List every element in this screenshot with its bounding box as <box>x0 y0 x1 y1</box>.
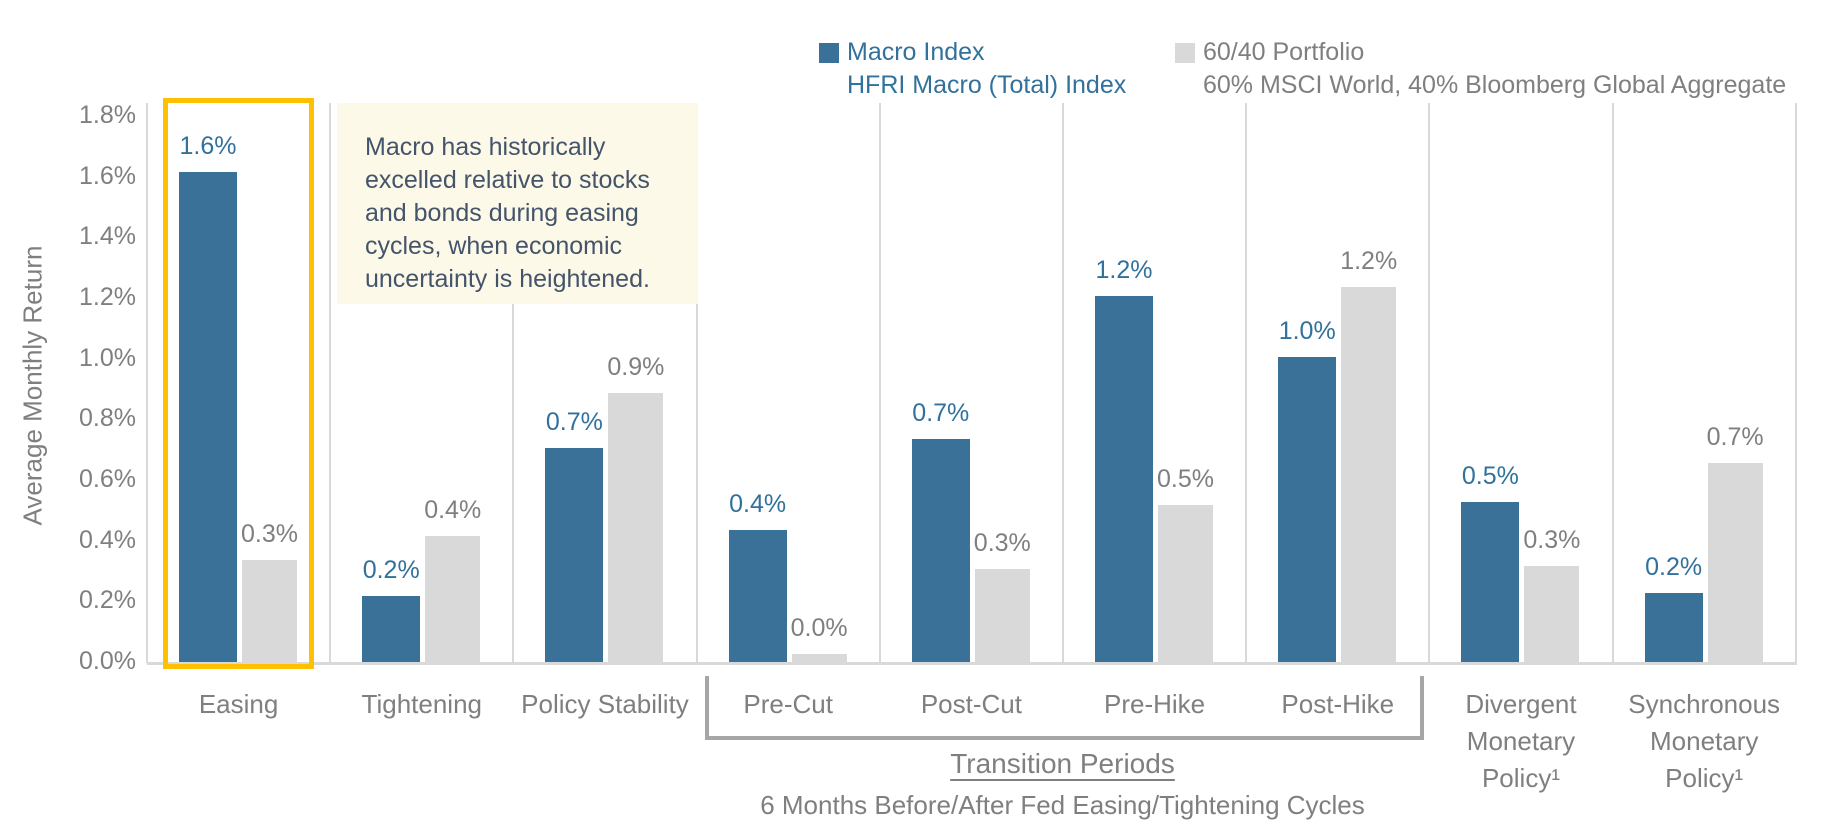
legend-label-60-40-portfolio: 60/40 Portfolio <box>1203 38 1365 66</box>
category-separator-line <box>512 103 515 663</box>
bar-60-40-portfolio-pre-hike <box>1158 505 1213 663</box>
macro-index-swatch-icon <box>819 42 839 63</box>
easing-highlight-box <box>163 98 314 669</box>
bar-macro-index-tightening <box>362 596 421 663</box>
y-tick-label: 0.6% <box>79 465 136 494</box>
x-axis-label-pre-hike: Pre-Hike <box>1104 689 1206 719</box>
bar-value-label-macro-index-divergent-monetary-policy: 0.5% <box>1461 462 1519 490</box>
portfolio-swatch-icon <box>1175 42 1195 63</box>
x-axis-label-synchronous-monetary-policy: Synchronous Monetary Policy¹ <box>1628 689 1781 793</box>
bar-60-40-portfolio-tightening <box>425 536 481 663</box>
bar-value-label-60-40-portfolio-easing: 0.3% <box>241 520 298 548</box>
bar-60-40-portfolio-divergent-monetary-policy <box>1524 566 1580 663</box>
category-separator-line <box>695 103 698 663</box>
bar-value-label-macro-index-post-cut: 0.7% <box>912 399 970 427</box>
y-tick-label: 0.0% <box>79 647 136 675</box>
bar-macro-index-easing <box>179 172 237 663</box>
bar-value-label-macro-index-pre-cut: 0.4% <box>729 490 787 518</box>
bar-macro-index-post-cut <box>911 439 970 663</box>
category-separator-line <box>1794 103 1797 663</box>
bar-value-label-60-40-portfolio-post-cut: 0.3% <box>973 529 1031 557</box>
bar-value-label-60-40-portfolio-divergent-monetary-policy: 0.3% <box>1523 526 1581 554</box>
x-axis-label-pre-cut: Pre-Cut <box>743 689 833 719</box>
annotation-callout: Macro has historically excelled relative… <box>337 103 698 304</box>
y-tick-label: 0.4% <box>79 525 136 554</box>
bar-value-label-macro-index-synchronous-monetary-policy: 0.2% <box>1645 553 1703 581</box>
y-tick-label: 1.2% <box>79 283 136 312</box>
category-separator-line <box>146 103 148 663</box>
bar-value-label-macro-index-tightening: 0.2% <box>362 556 420 584</box>
transition-periods-sublabel: 6 Months Before/After Fed Easing/Tighten… <box>760 790 1365 820</box>
x-axis-label-divergent-monetary-policy: Divergent Monetary Policy¹ <box>1465 689 1577 793</box>
bar-value-label-60-40-portfolio-pre-hike: 0.5% <box>1157 465 1214 493</box>
bar-value-label-macro-index-easing: 1.6% <box>179 132 237 160</box>
bar-macro-index-pre-cut <box>728 530 787 663</box>
bar-value-label-macro-index-post-hike: 1.0% <box>1278 317 1336 345</box>
transition-periods-label: Transition Periods <box>950 748 1175 779</box>
bar-value-label-60-40-portfolio-pre-cut: 0.0% <box>790 614 848 642</box>
legend-label-macro-index: Macro Index <box>847 38 985 66</box>
y-tick-label: 1.4% <box>79 222 136 251</box>
bar-macro-index-synchronous-monetary-policy <box>1644 593 1703 663</box>
y-tick-label: 0.2% <box>79 586 136 615</box>
category-separator-line <box>878 103 881 663</box>
bar-macro-index-divergent-monetary-policy <box>1461 502 1520 663</box>
x-axis-label-tightening: Tightening <box>361 689 482 719</box>
category-separator-line <box>1611 103 1614 663</box>
x-axis-line <box>147 662 1797 665</box>
legend-item-macro-index: Macro Index HFRI Macro (Total) Index <box>819 36 1126 102</box>
bar-60-40-portfolio-synchronous-monetary-policy <box>1707 463 1763 663</box>
y-tick-label: 1.8% <box>79 101 136 130</box>
y-tick-label: 1.0% <box>79 343 136 372</box>
bar-value-label-60-40-portfolio-synchronous-monetary-policy: 0.7% <box>1706 423 1764 451</box>
bar-value-label-60-40-portfolio-post-hike: 1.2% <box>1340 247 1398 275</box>
bar-macro-index-pre-hike <box>1095 296 1153 663</box>
bar-60-40-portfolio-easing <box>242 560 297 663</box>
bar-macro-index-post-hike <box>1278 357 1337 663</box>
bar-value-label-60-40-portfolio-tightening: 0.4% <box>424 496 482 524</box>
category-separator-line <box>1062 103 1064 663</box>
bar-60-40-portfolio-post-cut <box>974 569 1030 663</box>
bar-value-label-macro-index-policy-stability: 0.7% <box>545 408 603 436</box>
x-axis-label-policy-stability: Policy Stability <box>521 689 689 719</box>
legend-sublabel-60-40-portfolio: 60% MSCI World, 40% Bloomberg Global Agg… <box>1203 71 1787 99</box>
legend-sublabel-macro-index: HFRI Macro (Total) Index <box>847 71 1127 99</box>
y-tick-label: 1.6% <box>79 161 136 190</box>
bar-macro-index-policy-stability <box>545 448 604 663</box>
category-separator-line <box>1245 103 1248 663</box>
x-axis-label-easing: Easing <box>198 689 279 719</box>
x-axis-label-post-hike: Post-Hike <box>1281 689 1395 719</box>
x-axis-label-post-cut: Post-Cut <box>920 689 1022 719</box>
y-tick-label: 0.8% <box>79 404 136 433</box>
category-separator-line <box>329 103 332 663</box>
y-axis-title: Average Monthly Return <box>17 245 48 526</box>
category-separator-line <box>1428 103 1431 663</box>
bar-value-label-60-40-portfolio-policy-stability: 0.9% <box>607 353 665 381</box>
transition-periods-bracket-icon <box>705 676 1424 740</box>
legend-item-60-40-portfolio: 60/40 Portfolio 60% MSCI World, 40% Bloo… <box>1175 36 1786 102</box>
bar-value-label-macro-index-pre-hike: 1.2% <box>1095 256 1153 284</box>
bar-60-40-portfolio-policy-stability <box>608 393 664 663</box>
bar-60-40-portfolio-pre-cut <box>791 654 847 663</box>
bar-60-40-portfolio-post-hike <box>1341 287 1397 663</box>
